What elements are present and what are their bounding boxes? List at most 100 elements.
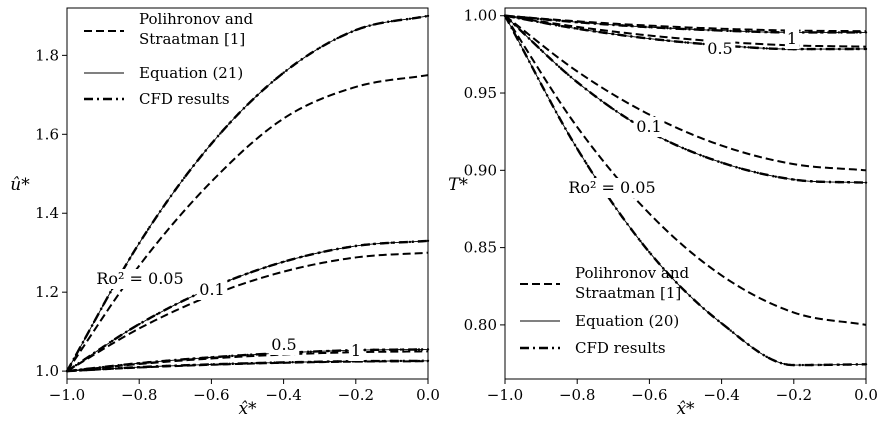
equation-marker: [210, 356, 213, 359]
equation-marker: [318, 350, 321, 353]
equation-marker: [165, 308, 168, 311]
equation-marker: [264, 352, 267, 356]
equation-marker: [372, 23, 376, 26]
y-tick-label: 1.6: [35, 125, 59, 143]
equation-marker: [174, 188, 177, 192]
y-tick-label: 1.8: [35, 46, 59, 64]
equation-marker: [603, 31, 606, 34]
equation-marker: [381, 242, 385, 245]
y-tick-label: 1.4: [35, 204, 59, 222]
equation-marker: [210, 142, 213, 145]
equation-marker: [399, 359, 403, 363]
equation-marker: [192, 363, 195, 367]
equation-marker: [765, 47, 768, 50]
equation-marker: [183, 358, 186, 361]
equation-marker: [810, 31, 814, 34]
equation-marker: [711, 158, 714, 161]
curve-label-bg: [348, 341, 364, 361]
equation-marker: [309, 350, 312, 353]
equation-marker: [201, 153, 204, 156]
equation-line-0: [504, 15, 867, 366]
equation-marker: [548, 57, 552, 60]
equation-marker: [128, 366, 132, 369]
equation-marker: [83, 368, 87, 372]
right-panel: −1.0 −0.8 −0.6 −0.4 −0.2 0.0 0.80 0.85 0.90 0.95 1…: [448, 7, 878, 419]
equation-marker: [336, 247, 339, 251]
equation-marker: [192, 294, 195, 298]
equation-marker: [174, 303, 177, 306]
equation-marker: [756, 350, 759, 353]
equation-marker: [264, 266, 267, 269]
equation-marker: [165, 359, 168, 362]
equation-marker: [119, 333, 123, 337]
equation-marker: [309, 52, 312, 55]
equation-marker: [720, 322, 723, 325]
equation-marker: [819, 363, 823, 367]
equation-marker: [417, 16, 421, 19]
x-tick-label: −0.2: [776, 386, 812, 404]
equation-marker: [557, 24, 561, 27]
equation-marker: [630, 119, 633, 123]
equation-marker: [503, 14, 507, 17]
equation-marker: [363, 25, 367, 29]
equation-marker: [594, 176, 597, 179]
equation-marker: [345, 246, 348, 249]
equation-marker: [101, 365, 105, 369]
equation-marker: [711, 314, 714, 318]
equation-marker: [345, 360, 348, 363]
equation-marker: [512, 15, 516, 18]
axes-frame: [504, 7, 867, 380]
equation-marker: [237, 275, 240, 279]
equation-marker: [792, 178, 795, 181]
equation-marker: [300, 58, 303, 61]
equation-marker: [128, 362, 132, 366]
curve-label: 1: [351, 341, 361, 360]
equation-marker: [702, 28, 705, 32]
equation-marker: [228, 362, 231, 366]
equation-marker: [801, 47, 805, 51]
x-tick-label: −0.8: [121, 386, 157, 404]
curve-label: 0.5: [707, 39, 732, 58]
equation-marker: [408, 348, 412, 351]
y-tick-label: 0.95: [464, 84, 497, 102]
equation-marker: [855, 31, 859, 34]
equation-marker: [738, 45, 741, 48]
equation-marker: [390, 348, 394, 351]
equation-marker: [390, 241, 394, 244]
equation-marker: [720, 29, 723, 32]
equation-marker: [273, 263, 276, 266]
equation-marker: [273, 78, 276, 82]
equation-marker: [426, 239, 430, 243]
equation-marker: [566, 26, 570, 29]
equation-marker: [702, 42, 705, 46]
curve-label: Ro² = 0.05: [96, 269, 183, 288]
equation-marker: [512, 22, 516, 26]
equation-marker: [557, 65, 561, 68]
equation-marker: [828, 31, 832, 34]
equation-marker: [657, 261, 660, 265]
equation-marker: [819, 31, 823, 34]
equation-marker: [684, 290, 687, 293]
equation-marker: [147, 365, 150, 368]
y-tick-label: 1.00: [464, 7, 497, 25]
x-tick-label: −0.4: [265, 386, 301, 404]
equation-marker: [237, 112, 240, 116]
left-panel: −1.0 −0.8 −0.6 −0.4 −0.2 0.0 1.0 1.2 1.4 1.6 1.8 x̂…: [10, 7, 440, 419]
equation-marker: [363, 359, 367, 363]
equation-marker: [138, 242, 141, 245]
equation-marker: [594, 22, 597, 25]
equation-marker: [372, 242, 376, 246]
equation-marker: [156, 360, 159, 363]
equation-marker: [693, 299, 696, 302]
equation-marker: [521, 31, 525, 34]
cfd-line-3: [66, 359, 429, 373]
equation-marker: [336, 36, 339, 40]
equation-marker: [345, 32, 348, 36]
equation-marker: [666, 39, 669, 42]
equation-marker: [101, 345, 105, 349]
equation-marker: [354, 28, 357, 32]
y-tick-label: 1.2: [35, 283, 59, 301]
curve-label-bg: [268, 335, 300, 355]
equation-marker: [657, 26, 660, 29]
equation-marker: [576, 81, 579, 84]
